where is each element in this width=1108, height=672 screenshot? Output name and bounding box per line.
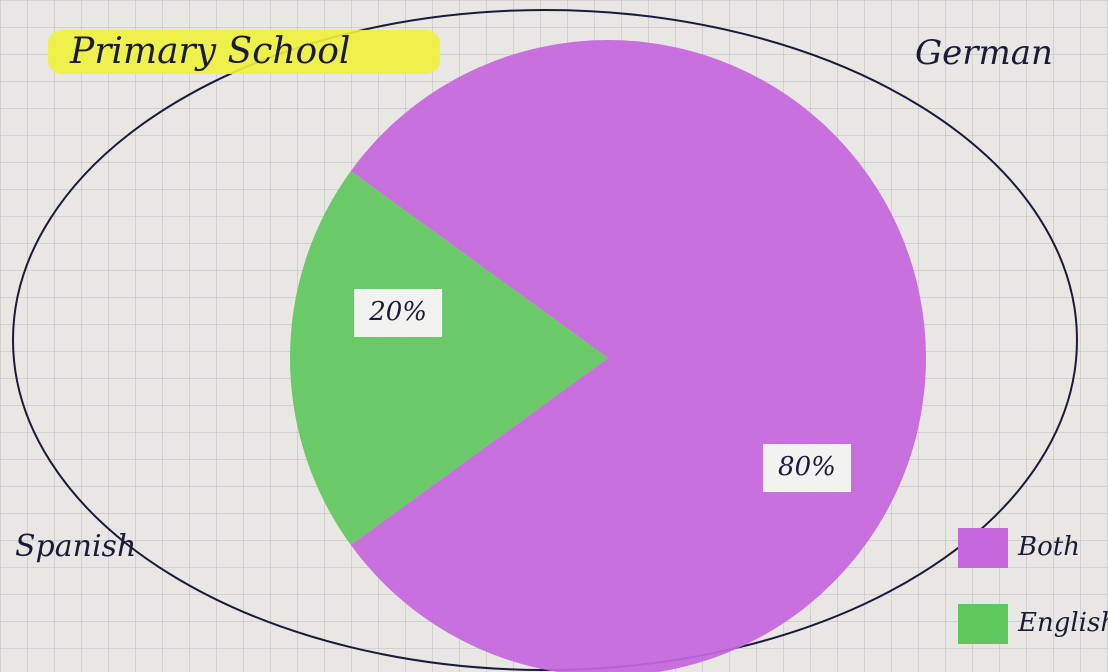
legend-label: English — [1017, 608, 1108, 638]
annotation: German — [915, 33, 1053, 73]
legend-label: Both — [1017, 532, 1080, 562]
legend-swatch — [958, 528, 1008, 568]
pie: 80% 20% — [290, 40, 927, 672]
outline — [12, 9, 1078, 671]
label-box — [762, 444, 851, 492]
chart-title: Primary School — [69, 31, 350, 72]
pie-slice — [290, 171, 608, 545]
value-label: 20% — [368, 297, 427, 327]
legend: Both English — [958, 528, 1108, 644]
label-box — [354, 289, 443, 337]
legend-swatch — [958, 604, 1008, 644]
value-label: 80% — [778, 452, 836, 482]
annotation: Spanish — [15, 529, 136, 564]
title-highlight — [48, 30, 440, 74]
pie-slice — [350, 40, 927, 672]
